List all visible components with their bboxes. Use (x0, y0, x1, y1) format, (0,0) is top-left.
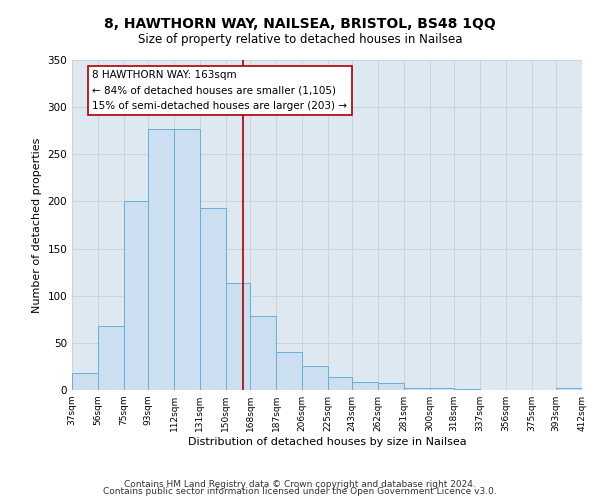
Text: Size of property relative to detached houses in Nailsea: Size of property relative to detached ho… (138, 32, 462, 46)
Bar (454, 389, 480, 390)
Text: 8 HAWTHORN WAY: 163sqm
← 84% of detached houses are smaller (1,105)
15% of semi-: 8 HAWTHORN WAY: 163sqm ← 84% of detached… (92, 70, 347, 111)
Bar (430, 388, 454, 390)
Bar (302, 366, 328, 390)
Bar (328, 377, 352, 390)
Bar (352, 382, 378, 390)
Bar (226, 282, 250, 390)
Bar (556, 388, 582, 390)
Bar (148, 129, 174, 390)
Bar (174, 129, 200, 390)
Bar (98, 326, 124, 390)
Text: 8, HAWTHORN WAY, NAILSEA, BRISTOL, BS48 1QQ: 8, HAWTHORN WAY, NAILSEA, BRISTOL, BS48 … (104, 18, 496, 32)
Bar (124, 202, 148, 390)
Bar (276, 352, 302, 390)
Text: Contains HM Land Registry data © Crown copyright and database right 2024.: Contains HM Land Registry data © Crown c… (124, 480, 476, 489)
Bar (404, 388, 430, 390)
Bar (200, 208, 226, 390)
Bar (250, 316, 276, 390)
Text: Contains public sector information licensed under the Open Government Licence v3: Contains public sector information licen… (103, 487, 497, 496)
Bar (72, 373, 98, 390)
Y-axis label: Number of detached properties: Number of detached properties (32, 138, 42, 312)
X-axis label: Distribution of detached houses by size in Nailsea: Distribution of detached houses by size … (188, 437, 466, 447)
Bar (378, 384, 404, 390)
